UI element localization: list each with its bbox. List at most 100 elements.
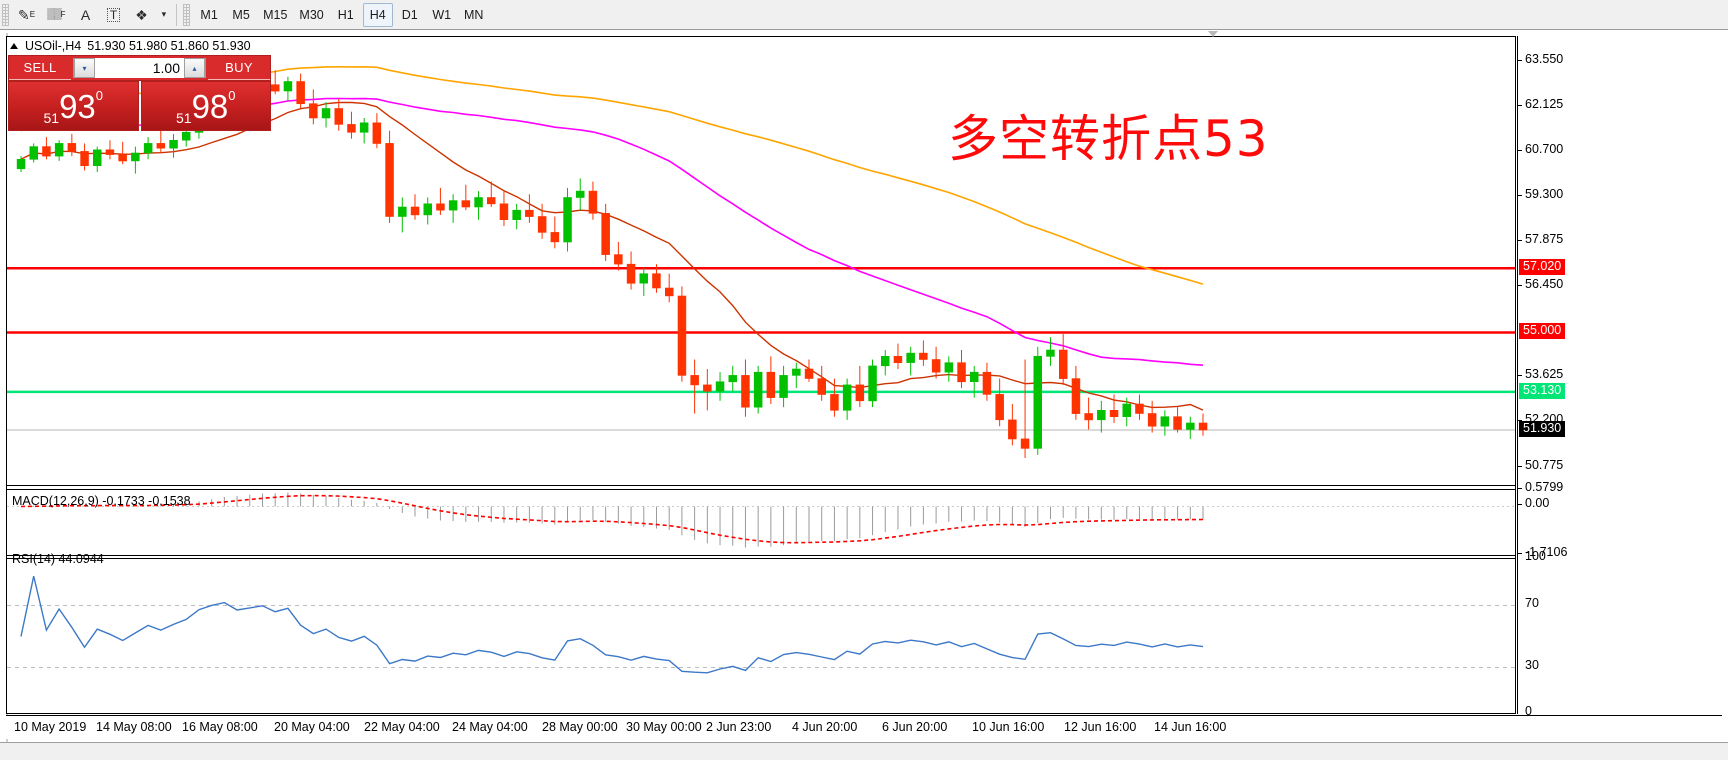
collapse-triangle-icon[interactable] [10,43,18,49]
candle [995,378,1004,427]
timeframe-m30[interactable]: M30 [299,7,324,22]
candle [512,203,521,230]
candle [664,273,674,303]
volume-input[interactable]: 1.00 [95,58,184,78]
volume-stepper[interactable]: ▾ 1.00 ▴ [73,58,206,78]
candle [1160,410,1170,436]
price-tick-60.700: 60.700 [1525,142,1564,156]
buy-price-major: 98 [191,87,229,125]
toolbar-grip-tools[interactable] [2,3,9,26]
candle [156,127,166,153]
timeframe-d1[interactable]: D1 [401,7,418,22]
candle [753,365,763,414]
buy-price-button[interactable]: 51 98 0 [140,81,271,131]
candle [436,187,445,215]
macd-tick-mark [1517,504,1522,505]
candle [1084,397,1093,430]
candle [931,346,941,379]
macd-tick-mark [1517,488,1522,489]
price-level-badge-57.020[interactable]: 57.020 [1519,259,1566,275]
price-level-badge-53.130[interactable]: 53.130 [1519,383,1566,399]
rsi-tick-70: 70 [1525,596,1539,610]
macd-signal-line [20,494,1204,544]
timeframe-mn[interactable]: MN [464,7,484,22]
candle [525,194,534,223]
time-tick-2: 16 May 08:00 [182,720,258,734]
window-bottom-edge [0,742,1728,760]
candle [1008,403,1017,446]
macd-pane[interactable] [7,489,1515,556]
candle [537,203,547,239]
current-price-badge[interactable]: 51.930 [1519,421,1566,437]
price-tick-50.775-tick [1517,466,1522,467]
macd-tick--1.7106: -1.7106 [1525,545,1568,559]
candle [1122,397,1132,427]
rsi-chart-svg [7,575,1515,674]
text-label-icon[interactable]: T [101,3,127,27]
timeframe-w1[interactable]: W1 [432,7,452,22]
rsi-pane[interactable] [7,558,1515,713]
candle [690,359,699,414]
time-tick-5: 24 May 04:00 [452,720,528,734]
objects-dropdown-chevron-down-icon[interactable]: ▾ [161,9,167,19]
price-tick-62.125: 62.125 [1525,97,1564,111]
timeframe-h4[interactable]: H4 [362,2,393,27]
timeframe-m15[interactable]: M15 [263,7,288,22]
sell-price-fraction: 0 [95,88,104,103]
toolbar-grip-timeframes[interactable] [183,3,191,26]
sell-button-label[interactable]: SELL [9,56,71,80]
candle [1186,416,1195,439]
volume-decrement-chevron-down-icon[interactable]: ▾ [74,58,95,78]
main-toolbar: ✎ E ▒▒ F A T ❖ ▾ M1 M5 M15 M30 H1 H4 D1 W1… [0,0,1728,30]
candle [830,378,839,417]
grid-templates-icon[interactable]: ▒▒ F [47,8,66,20]
candle [1046,337,1055,366]
candle [944,356,954,382]
objects-icon[interactable]: ❖ [135,6,148,23]
candle [563,187,572,252]
candle [131,146,140,174]
candle [461,184,471,211]
candle [143,137,153,160]
time-tick-8: 2 Jun 23:00 [706,720,772,734]
price-level-badge-55.000[interactable]: 55.000 [1519,323,1566,339]
candle [359,118,369,144]
sell-price-major: 93 [59,87,96,125]
sell-price-button[interactable]: 51 93 0 [8,81,139,131]
price-tick-50.775: 50.775 [1525,458,1564,472]
candle [575,178,585,211]
price-tick-60.700-tick [1517,150,1522,151]
timeframe-m5[interactable]: M5 [232,7,250,22]
candle [334,98,343,131]
candle [105,140,115,160]
candle [639,267,648,296]
candle [588,181,598,220]
rsi-line [20,575,1204,674]
price-tick-63.550-tick [1517,60,1522,61]
time-axis[interactable]: 10 May 2019 14 May 08:00 16 May 08:00 20 Ma… [6,715,1722,739]
volume-increment-chevron-up-icon[interactable]: ▴ [184,58,205,78]
crosshair-top-marker-icon [1208,31,1218,37]
one-click-trading-panel[interactable]: SELL ▾ 1.00 ▴ BUY 51 93 0 51 98 0 [8,55,271,131]
trade-panel-prices: 51 93 0 51 98 0 [8,81,271,131]
price-pane[interactable] [7,37,1515,486]
expert-advisors-icon[interactable]: ✎ E [18,6,36,23]
candle [67,133,77,157]
chart-plot-frame[interactable] [6,36,1516,714]
timeframe-h1[interactable]: H1 [337,7,354,22]
chart-annotation-text: 多空转折点53 [948,110,1269,168]
candle [398,197,407,233]
time-tick-11: 10 Jun 16:00 [972,720,1045,734]
candle [486,181,496,207]
candle [626,251,636,290]
candle [93,146,102,173]
buy-button-label[interactable]: BUY [208,56,270,80]
timeframe-m1[interactable]: M1 [200,7,218,22]
text-tool-icon[interactable]: A [80,6,91,23]
price-axis[interactable]: 63.550 62.125 60.700 59.300 57.875 56.450 53.6… [1517,36,1722,718]
candle [715,372,725,401]
macd-tick-mark [1517,553,1522,554]
price-tick-59.300: 59.300 [1525,187,1564,201]
candle [982,362,992,401]
candle [1147,400,1157,433]
